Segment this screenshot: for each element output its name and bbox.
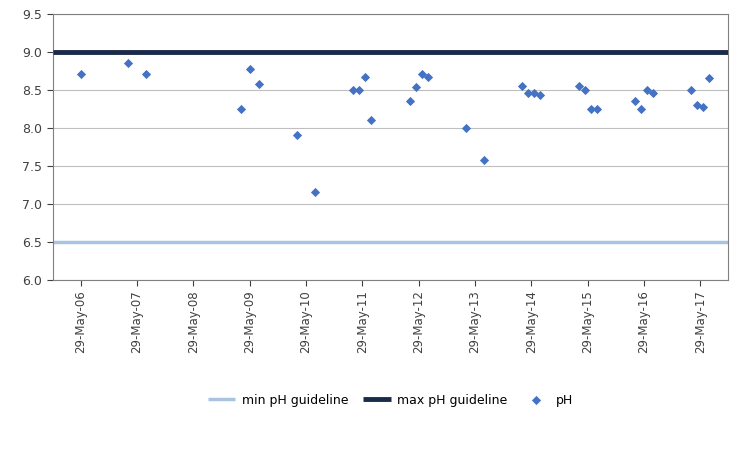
Point — [416, 71, 428, 78]
Point — [478, 156, 490, 164]
Point — [347, 86, 360, 93]
Point — [691, 101, 703, 108]
Point — [366, 116, 378, 124]
Point — [410, 83, 422, 90]
Point — [579, 86, 591, 93]
Point — [422, 73, 434, 80]
Point — [122, 60, 134, 67]
Point — [243, 65, 255, 73]
Point — [534, 91, 546, 98]
Point — [641, 86, 653, 93]
Point — [291, 132, 303, 139]
Point — [635, 105, 647, 112]
Point — [629, 97, 641, 105]
Point — [75, 71, 87, 78]
Point — [516, 82, 528, 89]
Point — [140, 71, 152, 78]
Point — [590, 105, 602, 112]
Point — [252, 81, 264, 88]
Legend: min pH guideline, max pH guideline, pH: min pH guideline, max pH guideline, pH — [203, 389, 578, 412]
Point — [647, 90, 659, 97]
Point — [404, 97, 416, 105]
Point — [460, 124, 472, 131]
Point — [685, 86, 697, 93]
Point — [703, 74, 715, 82]
Point — [309, 189, 321, 196]
Point — [528, 90, 540, 97]
Point — [354, 86, 366, 93]
Point — [584, 105, 596, 112]
Point — [572, 82, 584, 89]
Point — [697, 103, 709, 110]
Point — [523, 90, 535, 97]
Point — [360, 73, 372, 80]
Point — [234, 105, 246, 112]
